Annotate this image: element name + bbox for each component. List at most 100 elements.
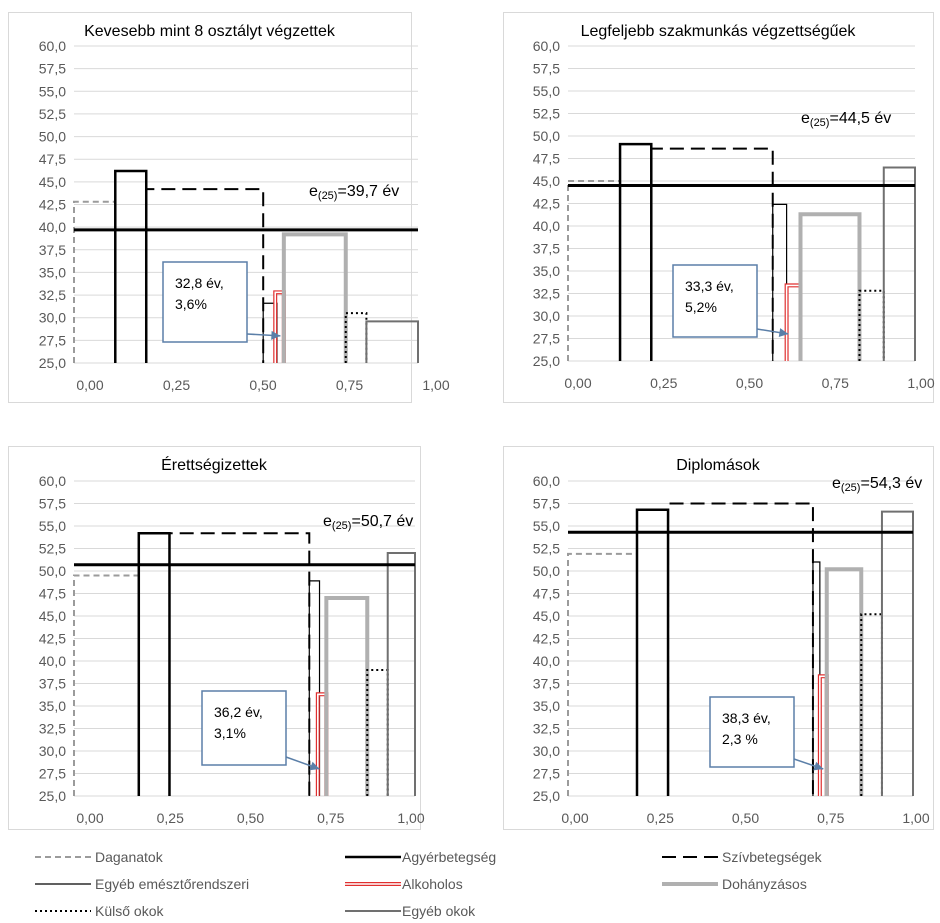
x-tick-label: 0,50	[249, 377, 276, 393]
callout-arrowhead	[309, 761, 320, 771]
y-tick-label: 52,5	[533, 106, 560, 122]
legend-label: Szívbetegségek	[722, 849, 823, 865]
y-tick-label: 60,0	[533, 473, 560, 489]
y-tick-label: 47,5	[39, 151, 66, 167]
x-tick-label: 0,75	[817, 810, 844, 826]
y-tick-label: 55,0	[39, 83, 66, 99]
bar-egyeb-emesztorendszeri	[772, 203, 788, 361]
y-tick-label: 37,5	[533, 241, 560, 257]
chart-panel-1: 60,0 57,5 55,0 52,5 50,0 47,5 45,0 42,5 40,0 37,5…	[8, 12, 450, 403]
reference-label: e(25)=50,7 év	[323, 513, 413, 532]
x-tick-label: 1,00	[422, 377, 449, 393]
y-tick-label: 47,5	[533, 151, 560, 167]
callout-box	[162, 261, 248, 343]
chart-panel-3: 60,0 57,5 55,0 52,5 50,0 47,5 45,0 42,5 40,0 37,5…	[8, 446, 425, 830]
y-tick-label: 57,5	[533, 496, 560, 512]
y-tick-label: 27,5	[533, 766, 560, 782]
y-tick-label: 60,0	[533, 38, 560, 54]
legend-label: Külső okok	[95, 903, 164, 919]
x-tick-label: 0,25	[650, 375, 677, 391]
x-tick-label: 0,25	[157, 810, 184, 826]
x-tick-label: 1,00	[397, 810, 424, 826]
legend-label: Egyéb emésztőrendszeri	[95, 876, 249, 892]
y-tick-label: 45,0	[533, 608, 560, 624]
legend-item-daganatok: Daganatok	[35, 849, 164, 865]
bar-egyeb-emesztorendszeri	[308, 580, 321, 796]
callout-line-2: 3,1%	[214, 725, 246, 741]
y-tick-label: 52,5	[39, 541, 66, 557]
chart-panel-2: 60,0 57,5 55,0 52,5 50,0 47,5 45,0 42,5 40,0 37,5…	[503, 12, 935, 403]
bar-dohanyzasos	[824, 567, 864, 796]
y-tick-label: 35,0	[39, 698, 66, 714]
y-tick-label: 25,0	[39, 788, 66, 804]
bar-egyeb-okok	[365, 320, 419, 363]
callout-box	[201, 690, 287, 766]
y-tick-label: 30,0	[533, 308, 560, 324]
bar-dohanyzasos	[281, 232, 348, 363]
y-tick-label: 42,5	[39, 197, 66, 213]
x-tick-label: 0,25	[163, 377, 190, 393]
callout-line-2: 5,2%	[685, 299, 717, 315]
y-tick-label: 52,5	[39, 106, 66, 122]
y-tick-label: 47,5	[39, 586, 66, 602]
y-tick-label: 32,5	[533, 286, 560, 302]
callout-line-1: 36,2 év,	[214, 704, 263, 720]
x-tick-label: 0,50	[732, 810, 759, 826]
y-tick-label: 55,0	[39, 518, 66, 534]
y-tick-label: 50,0	[533, 563, 560, 579]
chart-title: Érettségizettek	[161, 455, 268, 474]
legend-item-egyeb-okok: Egyéb okok	[345, 903, 476, 919]
bar-dohanyzasos	[798, 212, 862, 361]
x-tick-label: 0,75	[317, 810, 344, 826]
y-tick-label: 30,0	[39, 310, 66, 326]
bar-egyeb-okok	[880, 510, 914, 796]
y-tick-label: 45,0	[39, 174, 66, 190]
y-tick-label: 37,5	[39, 676, 66, 692]
y-tick-label: 35,0	[533, 263, 560, 279]
x-tick-label: 0,00	[561, 810, 588, 826]
callout-line-2: 2,3 %	[722, 731, 758, 747]
callout-line-1: 38,3 év,	[722, 710, 771, 726]
y-tick-label: 37,5	[39, 242, 66, 258]
y-tick-label: 27,5	[39, 766, 66, 782]
reference-label: e(25)=44,5 év	[801, 110, 891, 129]
y-tick-label: 40,0	[533, 218, 560, 234]
x-tick-label: 1,00	[902, 810, 929, 826]
y-tick-label: 52,5	[533, 541, 560, 557]
y-tick-label: 40,0	[39, 653, 66, 669]
y-tick-label: 30,0	[39, 743, 66, 759]
bar-agyerbetegseg	[635, 508, 670, 796]
bar-szivbetegsegek	[650, 147, 774, 361]
y-tick-label: 57,5	[533, 61, 560, 77]
x-tick-label: 0,50	[237, 810, 264, 826]
legend-label: Agyérbetegség	[402, 849, 496, 865]
x-tick-label: 0,50	[736, 375, 763, 391]
callout-line-2: 3,6%	[175, 296, 207, 312]
bar-szivbetegsegek	[145, 188, 265, 363]
y-tick-label: 50,0	[533, 128, 560, 144]
legend-label: Egyéb okok	[402, 903, 476, 919]
y-tick-label: 25,0	[39, 355, 66, 371]
legend-item-kulso-okok: Külső okok	[35, 903, 164, 919]
bar-kulso-okok	[860, 613, 883, 796]
callout-box	[709, 696, 795, 768]
y-tick-label: 50,0	[39, 563, 66, 579]
y-tick-label: 55,0	[533, 518, 560, 534]
chart-frame	[8, 12, 412, 403]
x-tick-label: 0,00	[76, 810, 103, 826]
chart-title: Legfeljebb szakmunkás végzettségűek	[581, 23, 857, 40]
x-tick-label: 0,25	[647, 810, 674, 826]
y-tick-label: 45,0	[533, 173, 560, 189]
y-tick-label: 50,0	[39, 129, 66, 145]
x-tick-label: 0,75	[336, 377, 363, 393]
callout-arrowhead	[813, 761, 824, 771]
y-tick-label: 57,5	[39, 61, 66, 77]
y-tick-label: 25,0	[533, 353, 560, 369]
y-tick-label: 45,0	[39, 608, 66, 624]
legend-item-alkoholos: Alkoholos	[345, 876, 463, 892]
y-tick-label: 32,5	[39, 287, 66, 303]
y-tick-label: 27,5	[533, 331, 560, 347]
y-tick-label: 42,5	[39, 631, 66, 647]
callout-arrowhead	[778, 328, 789, 338]
y-tick-label: 37,5	[533, 676, 560, 692]
